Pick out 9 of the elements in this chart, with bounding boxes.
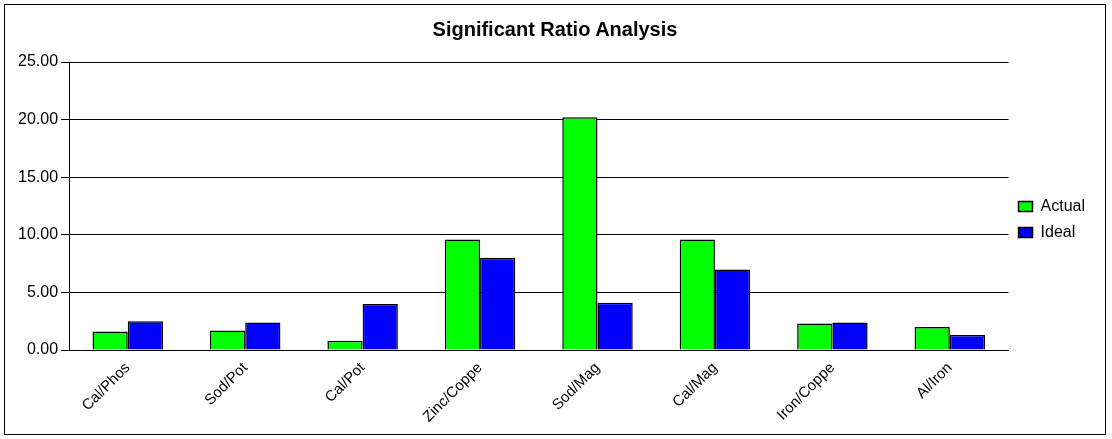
y-tick-label: 0.00 — [26, 340, 59, 358]
y-tick-label: 5.00 — [26, 282, 59, 300]
y-tick-label: 10.00 — [17, 225, 59, 243]
y-tick-label: 20.00 — [17, 110, 59, 128]
legend-label: Ideal — [1040, 222, 1076, 240]
y-tick-label: 25.00 — [17, 52, 59, 70]
legend-label: Actual — [1040, 196, 1085, 214]
chart-title: Significant Ratio Analysis — [432, 17, 678, 40]
y-tick-label: 15.00 — [17, 167, 59, 185]
